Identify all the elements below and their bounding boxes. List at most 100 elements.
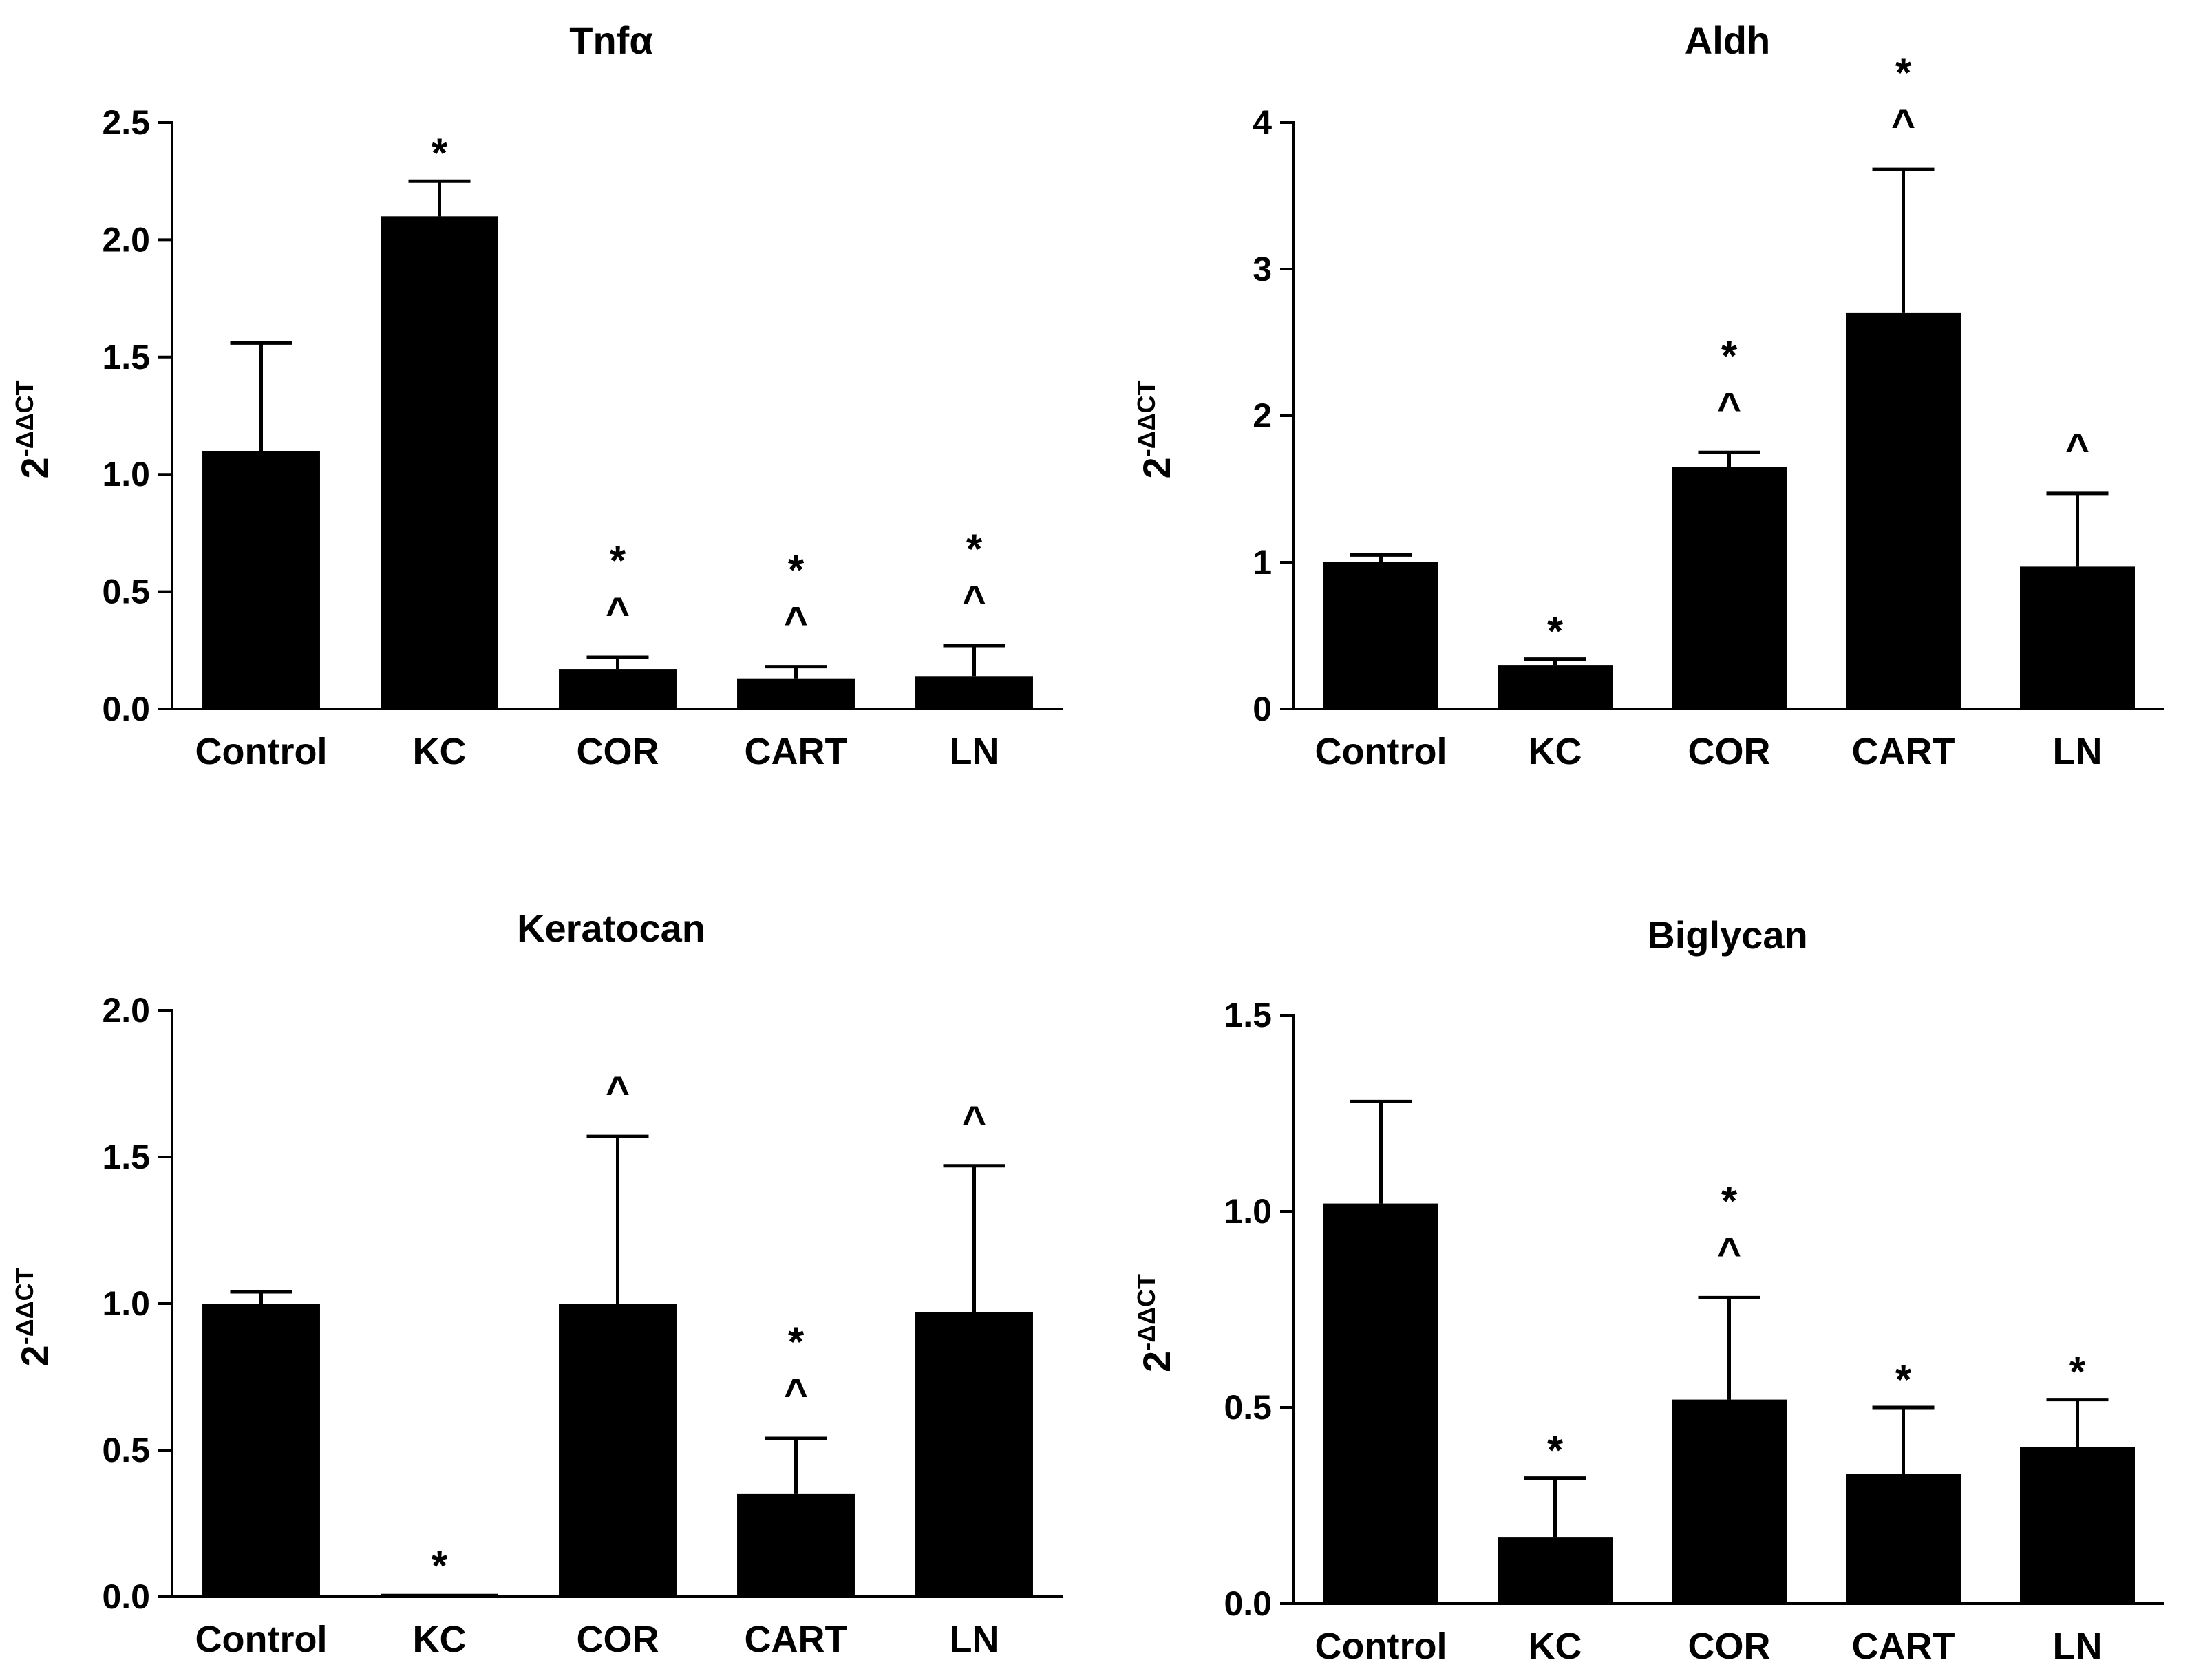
significance-caret: ^	[2065, 425, 2089, 471]
x-tick-label: LN	[2053, 731, 2103, 772]
bar-cart	[1846, 1474, 1961, 1604]
y-tick-label: 4	[1253, 103, 1272, 142]
y-tick-label: 1.5	[102, 338, 150, 376]
bar-cor	[1672, 1399, 1787, 1604]
chart-title: Biglycan	[1647, 913, 1807, 957]
significance-asterisk: *	[788, 1319, 805, 1365]
bar-control	[1323, 562, 1438, 709]
y-tick-label: 2.0	[102, 220, 150, 259]
y-axis-label-base: 2	[1135, 457, 1178, 478]
significance-caret: ^	[784, 1370, 808, 1416]
x-tick-label: CART	[1852, 731, 1955, 772]
chart-keratocan: Keratocan 2-ΔΔCT 0.0 0.5 1.0 1.5 2.0 Control KC *…	[10, 906, 1063, 1660]
y-tick-label: 0.5	[102, 573, 150, 611]
bar-cart	[1846, 312, 1961, 709]
significance-asterisk: *	[1547, 608, 1564, 655]
bar-kc	[1498, 665, 1613, 709]
x-tick-label: COR	[577, 1619, 659, 1660]
y-tick-label: 1.0	[1224, 1192, 1272, 1231]
significance-caret: ^	[1891, 101, 1915, 147]
y-tick-label: 3	[1253, 250, 1272, 288]
y-tick-label: 0.5	[102, 1431, 150, 1469]
bar-ln	[2020, 566, 2135, 709]
x-tick-label: KC	[413, 1619, 467, 1660]
significance-asterisk: *	[1895, 1357, 1912, 1403]
x-tick-label: CART	[1852, 1626, 1955, 1667]
significance-asterisk: *	[432, 1543, 448, 1589]
y-axis-label: 2-ΔΔCT	[10, 381, 56, 479]
chart-biglycan: Biglycan 2-ΔΔCT 0.0 0.5 1.0 1.5 Control KC * COR ^…	[1132, 913, 2164, 1667]
y-tick-label: 1	[1253, 543, 1272, 582]
y-axis-label-exponent: -ΔΔCT	[1132, 1274, 1160, 1351]
y-axis-label-exponent: -ΔΔCT	[10, 1268, 39, 1346]
y-axis-label-exponent: -ΔΔCT	[1132, 381, 1160, 458]
significance-caret: ^	[784, 599, 808, 645]
chart-title: Tnfα	[569, 19, 653, 62]
significance-asterisk: *	[1721, 332, 1738, 379]
significance-caret: ^	[962, 1098, 986, 1144]
x-tick-label: CART	[745, 1619, 848, 1660]
bar-control	[202, 451, 320, 709]
y-axis-label: 2-ΔΔCT	[1132, 381, 1178, 479]
y-tick-label: 1.5	[1224, 996, 1272, 1034]
bar-control	[1323, 1203, 1438, 1604]
x-tick-label: Control	[195, 1619, 328, 1660]
x-tick-label: LN	[2053, 1626, 2103, 1667]
bar-ln	[915, 1312, 1033, 1597]
y-axis-label-base: 2	[13, 457, 56, 478]
significance-caret: ^	[1717, 384, 1741, 430]
y-tick-label: 0.0	[102, 1577, 150, 1616]
bar-cor	[1672, 467, 1787, 709]
significance-asterisk: *	[1721, 1178, 1738, 1224]
x-tick-label: COR	[1688, 731, 1771, 772]
y-axis-label: 2-ΔΔCT	[1132, 1274, 1178, 1372]
bar-ln	[2020, 1447, 2135, 1604]
bar-kc	[381, 216, 498, 709]
bar-kc	[381, 1593, 498, 1597]
y-tick-label: 2.5	[102, 103, 150, 142]
x-tick-label: KC	[1529, 731, 1582, 772]
bar-cor	[559, 1304, 677, 1597]
y-tick-label: 1.5	[102, 1138, 150, 1176]
chart-title: Keratocan	[517, 906, 705, 950]
x-tick-label: Control	[195, 731, 328, 772]
significance-caret: ^	[1717, 1229, 1741, 1275]
significance-asterisk: *	[2069, 1349, 2086, 1395]
significance-asterisk: *	[432, 130, 448, 176]
x-tick-label: LN	[950, 1619, 999, 1660]
x-tick-label: CART	[745, 731, 848, 772]
x-tick-label: COR	[1688, 1626, 1771, 1667]
significance-asterisk: *	[788, 547, 805, 593]
y-tick-label: 0.5	[1224, 1388, 1272, 1427]
chart-title: Aldh	[1685, 19, 1770, 62]
y-tick-label: 0.0	[1224, 1584, 1272, 1623]
x-tick-label: LN	[950, 731, 999, 772]
significance-caret: ^	[606, 589, 630, 635]
y-tick-label: 1.0	[102, 455, 150, 493]
y-tick-label: 1.0	[102, 1284, 150, 1323]
x-tick-label: KC	[413, 731, 467, 772]
x-tick-label: COR	[577, 731, 659, 772]
y-tick-label: 0.0	[102, 690, 150, 728]
bar-cart	[737, 678, 855, 709]
bar-cor	[559, 669, 677, 709]
significance-asterisk: *	[966, 526, 983, 572]
x-tick-label: Control	[1315, 1626, 1447, 1667]
y-tick-label: 2.0	[102, 991, 150, 1030]
significance-caret: ^	[606, 1068, 630, 1114]
x-tick-label: KC	[1529, 1626, 1582, 1667]
significance-asterisk: *	[1895, 50, 1912, 96]
bar-kc	[1498, 1537, 1613, 1604]
y-axis-label: 2-ΔΔCT	[10, 1268, 56, 1367]
significance-caret: ^	[962, 577, 986, 624]
bar-cart	[737, 1493, 855, 1597]
y-axis-label-base: 2	[13, 1345, 56, 1366]
chart-tnfa: Tnfα 2-ΔΔCT 0.0 0.5 1.0 1.5 2.0 2.5 Control KC * CO…	[10, 19, 1063, 772]
y-axis-label-exponent: -ΔΔCT	[10, 381, 39, 458]
y-tick-label: 0	[1253, 690, 1272, 728]
bar-control	[202, 1304, 320, 1597]
y-axis-label-base: 2	[1135, 1351, 1178, 1372]
bar-ln	[915, 676, 1033, 709]
